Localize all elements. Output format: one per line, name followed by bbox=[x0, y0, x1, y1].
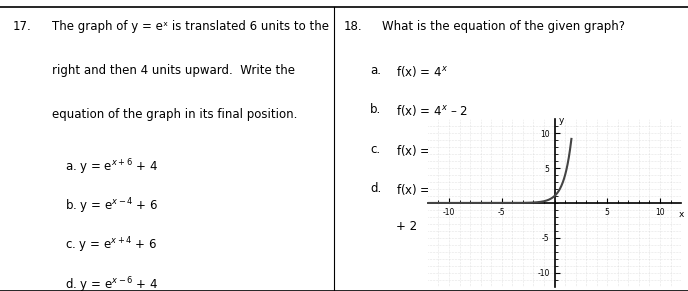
Text: 17.: 17. bbox=[12, 20, 31, 33]
Text: 18.: 18. bbox=[344, 20, 363, 33]
Text: d.: d. bbox=[370, 182, 381, 195]
Text: + 2: + 2 bbox=[396, 220, 418, 233]
Text: c.: c. bbox=[370, 143, 380, 156]
Text: x: x bbox=[679, 210, 685, 219]
Text: right and then 4 units upward.  Write the: right and then 4 units upward. Write the bbox=[52, 64, 294, 77]
Text: The graph of y = eˣ is translated 6 units to the: The graph of y = eˣ is translated 6 unit… bbox=[52, 20, 329, 33]
Text: b. y = e$^{x-4}$ + 6: b. y = e$^{x-4}$ + 6 bbox=[65, 196, 158, 216]
Text: y: y bbox=[559, 116, 564, 125]
Text: d. y = e$^{x-6}$ + 4: d. y = e$^{x-6}$ + 4 bbox=[65, 275, 159, 291]
Text: c. y = e$^{x+4}$ + 6: c. y = e$^{x+4}$ + 6 bbox=[65, 236, 158, 255]
Text: a.: a. bbox=[370, 64, 381, 77]
Text: f(x) = 4$^x$: f(x) = 4$^x$ bbox=[396, 182, 449, 197]
Text: f(x) = 4$^x$ – 2: f(x) = 4$^x$ – 2 bbox=[396, 103, 469, 118]
Text: a. y = e$^{x+6}$ + 4: a. y = e$^{x+6}$ + 4 bbox=[65, 157, 158, 177]
Text: b.: b. bbox=[370, 103, 381, 116]
Text: f(x) = 4$^{x - 2}$: f(x) = 4$^{x - 2}$ bbox=[396, 143, 463, 160]
Text: equation of the graph in its final position.: equation of the graph in its final posit… bbox=[52, 108, 297, 121]
Text: f(x) = 4$^x$: f(x) = 4$^x$ bbox=[396, 64, 449, 79]
Text: What is the equation of the given graph?: What is the equation of the given graph? bbox=[382, 20, 625, 33]
